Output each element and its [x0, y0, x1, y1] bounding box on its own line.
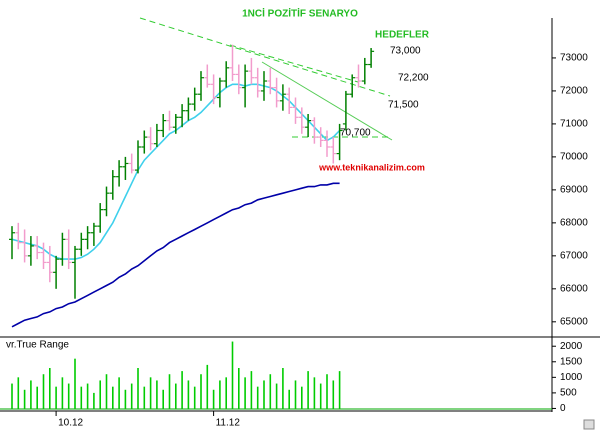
bar	[112, 386, 114, 409]
bar	[80, 386, 83, 409]
bar	[219, 380, 221, 409]
y-tick-label: 65000	[560, 316, 588, 327]
bar	[181, 371, 183, 409]
trend-line	[229, 44, 359, 83]
bar	[93, 392, 95, 409]
bar	[49, 368, 51, 409]
bar	[338, 371, 341, 409]
bar	[238, 368, 240, 409]
bar	[269, 374, 272, 409]
bar	[149, 377, 152, 409]
bar	[23, 389, 26, 409]
y-tick-label: 70000	[560, 152, 588, 163]
y-tick-label: 69000	[560, 185, 588, 196]
y-tick-label: 71000	[560, 119, 588, 130]
y-tick-label: 68000	[560, 217, 588, 228]
target-label: 71,500	[388, 100, 419, 111]
bar	[307, 371, 309, 409]
website: www.teknikanalizim.com	[318, 162, 425, 172]
x-tick-label: 10.12	[58, 418, 83, 429]
bar	[200, 374, 202, 409]
y-tick-label: 500	[560, 388, 577, 399]
bar	[67, 383, 70, 409]
bar	[175, 383, 177, 409]
scenario-title: 1NCİ POZİTİF SENARYO	[242, 7, 358, 20]
targets-heading: HEDEFLER	[375, 30, 430, 41]
bar	[301, 386, 303, 409]
bar	[250, 371, 253, 409]
bar	[137, 368, 139, 409]
y-tick-label: 2000	[560, 341, 583, 352]
trend-line	[261, 61, 393, 141]
panel-title: vr.True Range	[6, 340, 69, 351]
bar	[326, 374, 328, 409]
bar	[99, 380, 101, 409]
bar	[332, 380, 335, 409]
corner-icon	[583, 419, 595, 430]
y-tick-label: 73000	[560, 53, 588, 64]
bar	[288, 389, 290, 409]
bar	[11, 383, 13, 409]
bar	[86, 383, 89, 409]
target-label: 70,700	[340, 128, 371, 139]
bar	[55, 386, 57, 409]
bar	[231, 341, 234, 409]
bar	[162, 389, 164, 409]
bar	[130, 383, 133, 409]
x-tick-label: 11.12	[216, 418, 241, 429]
bar	[256, 386, 259, 409]
bar	[313, 377, 316, 409]
bar	[212, 389, 215, 409]
bar	[61, 377, 64, 409]
bar	[263, 380, 265, 409]
bar	[294, 380, 297, 409]
target-label: 72,200	[398, 73, 429, 84]
bar	[105, 374, 108, 409]
bar	[42, 374, 45, 409]
bar	[124, 389, 127, 409]
bar	[17, 377, 20, 409]
bar	[36, 386, 38, 409]
bar	[275, 383, 278, 409]
y-tick-label: 72000	[560, 86, 588, 97]
bar	[282, 368, 284, 409]
bar	[244, 377, 246, 409]
bar	[319, 383, 322, 409]
y-tick-label: 67000	[560, 250, 588, 261]
bar	[187, 380, 190, 409]
y-tick-label: 1500	[560, 356, 583, 367]
moving-average	[11, 182, 340, 328]
target-label: 73,000	[390, 46, 421, 57]
bar	[156, 380, 158, 409]
bar	[225, 377, 227, 409]
trend-line	[139, 17, 391, 97]
bar	[193, 386, 196, 409]
y-tick-label: 0	[560, 403, 566, 414]
y-tick-label: 1000	[560, 372, 583, 383]
bar	[143, 386, 146, 409]
bar	[30, 380, 32, 409]
y-tick-label: 66000	[560, 283, 588, 294]
bar	[168, 374, 171, 409]
bar	[74, 358, 76, 409]
bar	[206, 364, 209, 409]
bar	[118, 377, 120, 409]
